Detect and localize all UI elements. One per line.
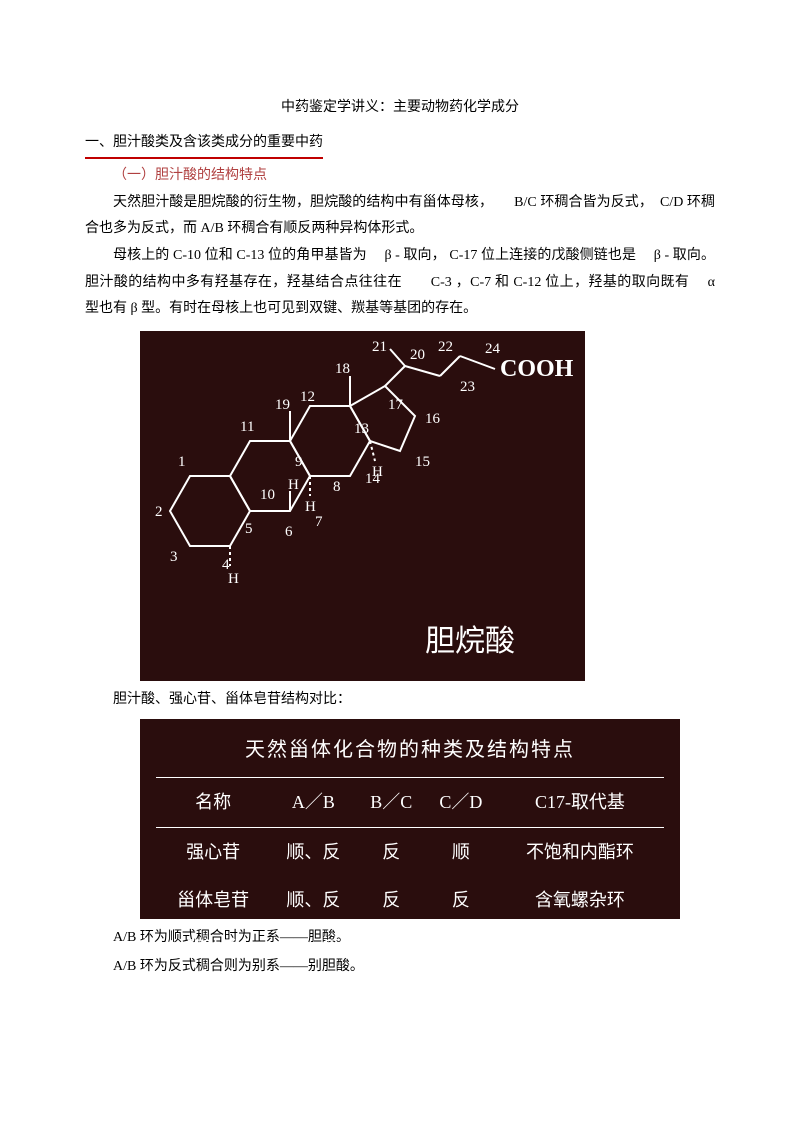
svg-text:15: 15	[415, 454, 430, 470]
cell: 甾体皂苷	[156, 876, 270, 924]
svg-text:18: 18	[335, 361, 350, 377]
cell: 反	[357, 827, 426, 876]
svg-text:20: 20	[410, 347, 425, 363]
cooh-label: COOH	[500, 356, 574, 382]
cholanic-acid-diagram: 1 2 3 4 5 6 7 8 9 10 11 12 13 14 15 16 1	[140, 331, 585, 681]
cell: 顺、反	[270, 924, 357, 973]
svg-text:2: 2	[155, 504, 163, 520]
th-name: 名称	[156, 778, 270, 827]
comparison-table-image: 天然甾体化合物的种类及结构特点 名称 A／B B／C C／D C17-取代基 强…	[140, 719, 680, 919]
paragraph-2: 母核上的 C-10 位和 C-13 位的角甲基皆为 β - 取向， C-17 位…	[85, 243, 715, 323]
svg-text:H: H	[288, 477, 299, 493]
svg-text:H: H	[372, 464, 383, 480]
svg-text:H: H	[305, 499, 316, 515]
th-ab: A／B	[270, 778, 357, 827]
svg-text:8: 8	[333, 479, 341, 495]
svg-text:17: 17	[388, 397, 404, 413]
cell: 反	[357, 924, 426, 973]
document-page: 中药鉴定学讲义：主要动物药化学成分 一、胆汁酸类及含该类成分的重要中药 （一）胆…	[0, 0, 800, 1023]
section-heading: 一、胆汁酸类及含该类成分的重要中药	[85, 130, 715, 160]
svg-text:1: 1	[178, 454, 186, 470]
cell: 反	[426, 876, 496, 924]
subsection-heading: （一）胆汁酸的结构特点	[85, 163, 715, 190]
th-c17: C17-取代基	[496, 778, 664, 827]
svg-text:11: 11	[240, 419, 254, 435]
cell: 胆汁酸	[156, 924, 270, 973]
svg-text:19: 19	[275, 397, 290, 413]
svg-text:5: 5	[245, 521, 253, 537]
svg-text:3: 3	[170, 549, 178, 565]
cell: 反	[426, 924, 496, 973]
svg-text:22: 22	[438, 339, 453, 355]
cell: 反	[357, 876, 426, 924]
comparison-table: 名称 A／B B／C C／D C17-取代基 强心苷 顺、反 反 顺 不饱和内酯…	[156, 777, 664, 973]
table-header-row: 名称 A／B B／C C／D C17-取代基	[156, 778, 664, 827]
cell: 顺、反	[270, 827, 357, 876]
figure-caption: 胆汁酸、强心苷、甾体皂苷结构对比：	[85, 687, 715, 714]
th-cd: C／D	[426, 778, 496, 827]
cell: 不饱和内酯环	[496, 827, 664, 876]
svg-text:21: 21	[372, 339, 387, 355]
section-heading-text: 一、胆汁酸类及含该类成分的重要中药	[85, 130, 323, 160]
structure-svg: 1 2 3 4 5 6 7 8 9 10 11 12 13 14 15 16 1	[140, 331, 585, 681]
svg-text:10: 10	[260, 487, 275, 503]
page-title: 中药鉴定学讲义：主要动物药化学成分	[85, 95, 715, 122]
table-row: 强心苷 顺、反 反 顺 不饱和内酯环	[156, 827, 664, 876]
cell: 戊酸	[496, 924, 664, 973]
svg-text:7: 7	[315, 514, 323, 530]
svg-text:12: 12	[300, 389, 315, 405]
diagram-label: 胆烷酸	[425, 625, 515, 658]
svg-text:13: 13	[354, 421, 369, 437]
svg-text:H: H	[228, 571, 239, 587]
th-bc: B／C	[357, 778, 426, 827]
svg-text:24: 24	[485, 341, 501, 357]
cell: 顺、反	[270, 876, 357, 924]
cell: 顺	[426, 827, 496, 876]
svg-text:6: 6	[285, 524, 293, 540]
table-title: 天然甾体化合物的种类及结构特点	[140, 719, 680, 769]
chemical-structure-figure: 1 2 3 4 5 6 7 8 9 10 11 12 13 14 15 16 1	[140, 331, 715, 681]
table-row: 甾体皂苷 顺、反 反 反 含氧螺杂环	[156, 876, 664, 924]
table-row: 胆汁酸 顺、反 反 反 戊酸	[156, 924, 664, 973]
svg-text:16: 16	[425, 411, 441, 427]
paragraph-1: 天然胆汁酸是胆烷酸的衍生物，胆烷酸的结构中有甾体母核， B/C 环稠合皆为反式，…	[85, 190, 715, 243]
cell: 强心苷	[156, 827, 270, 876]
cell: 含氧螺杂环	[496, 876, 664, 924]
svg-text:23: 23	[460, 379, 475, 395]
svg-text:9: 9	[295, 454, 303, 470]
